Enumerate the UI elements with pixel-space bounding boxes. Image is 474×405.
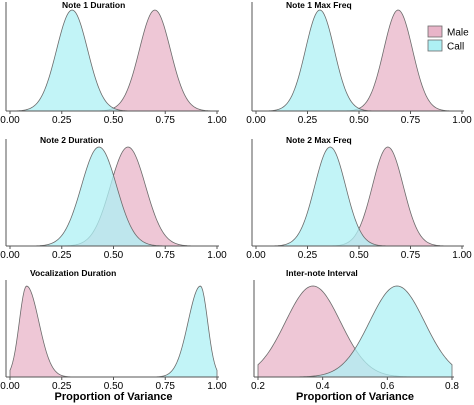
density-call (10, 146, 217, 247)
x-tick-label: 1.00 (207, 250, 227, 261)
density-male (256, 9, 463, 112)
x-tick-label: 0.50 (104, 381, 124, 392)
panel-title: Note 1 Duration (62, 0, 125, 10)
legend-label-call: Call (447, 42, 464, 53)
panel-3: 0.00 0.25 0.50 0.75 1.00 Note 2 Duration (0, 135, 227, 261)
density-call (9, 9, 217, 112)
x-tick-label: 0.75 (156, 250, 176, 261)
x-tick-label: 0.8 (445, 381, 459, 392)
panel-title: Inter-note Interval (286, 268, 358, 278)
x-tick-label: 0.50 (349, 250, 369, 261)
x-tick-label: 0.75 (401, 250, 421, 261)
x-tick-label: 1.00 (207, 381, 227, 392)
x-tick-label: 0.75 (156, 115, 176, 126)
x-tick-label: 0.25 (52, 115, 72, 126)
x-tick-label: 0.00 (0, 115, 20, 126)
x-tick-label: 0.25 (298, 115, 318, 126)
panel-1: 0.00 0.25 0.50 0.75 1.00 Note 1 Duration (0, 0, 227, 126)
panel-2: 0.00 0.25 0.50 0.75 1.00 Note 1 Max Freq Male C… (246, 0, 472, 126)
x-tick-label: 0.75 (401, 115, 421, 126)
density-male (10, 9, 218, 112)
panel-title: Vocalization Duration (30, 268, 116, 278)
x-tick-label: 0.00 (246, 115, 266, 126)
x-tick-label: 0.25 (298, 250, 318, 261)
x-tick-label: 0.50 (104, 115, 124, 126)
x-tick-label: 0.00 (0, 381, 20, 392)
x-tick-label: 0.4 (316, 381, 330, 392)
x-tick-label: 0.00 (0, 250, 20, 261)
x-tick-label: 1.00 (452, 115, 472, 126)
x-tick-label: 0.50 (104, 250, 124, 261)
x-axis-label: Proportion of Variance (296, 391, 414, 403)
legend: Male Call (427, 25, 469, 53)
x-tick-label: 0.2 (251, 381, 265, 392)
panel-5: 0.00 0.25 0.50 0.75 1.00 Vocalization Duratio… (0, 268, 227, 403)
panel-title: Note 2 Duration (40, 135, 103, 145)
x-tick-label: 0.25 (52, 381, 72, 392)
panel-4: 0.00 0.25 0.50 0.75 1.00 Note 2 Max Freq (246, 135, 472, 261)
legend-label-male: Male (447, 28, 469, 39)
x-tick-label: 0.50 (349, 115, 369, 126)
x-tick-label: 1.00 (452, 250, 472, 261)
density-call (256, 146, 462, 247)
x-tick-label: 0.6 (380, 381, 394, 392)
x-tick-label: 0.00 (246, 250, 266, 261)
legend-swatch-male (427, 25, 443, 38)
panel-6: 0.2 0.4 0.6 0.8 Inter-note Interval Proportio… (251, 268, 459, 403)
panel-title: Note 2 Max Freq (286, 135, 352, 145)
panel-title: Note 1 Max Freq (286, 0, 352, 10)
x-tick-label: 0.25 (52, 250, 72, 261)
x-tick-label: 0.75 (156, 381, 176, 392)
legend-swatch-call (427, 39, 443, 52)
x-tick-label: 1.00 (207, 115, 227, 126)
x-axis-label: Proportion of Variance (55, 391, 173, 403)
density-call (255, 9, 462, 112)
